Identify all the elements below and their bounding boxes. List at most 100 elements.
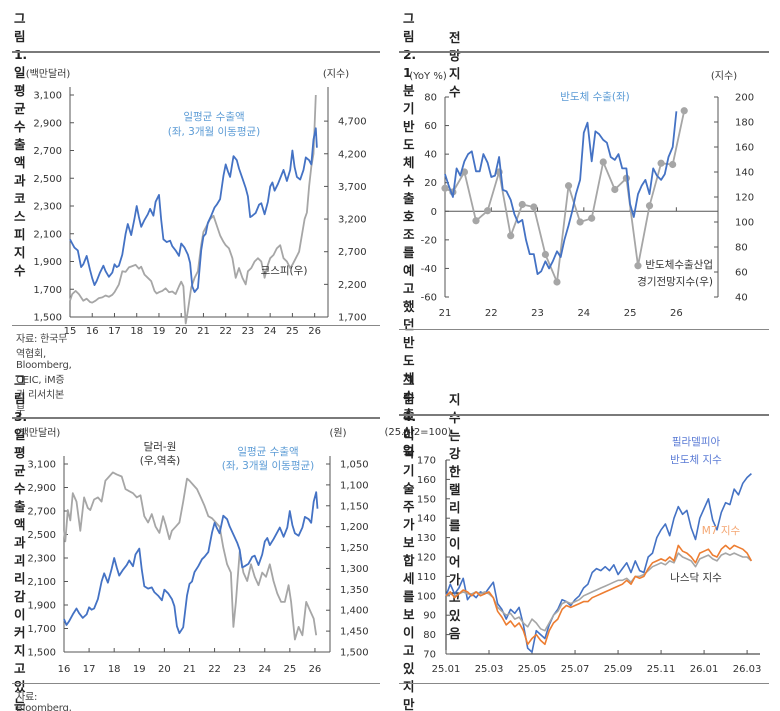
series-line [444,111,678,275]
figure-1-top-rule [12,51,380,53]
x-tick-label: 25.01 [432,664,461,675]
series-line [63,471,318,641]
y-left-tick-label: 90 [423,611,436,622]
y-right-tick-label: 3,200 [338,215,367,226]
y-left-tick-label: 2,300 [33,202,62,213]
y-left-tick-label: 1,500 [27,648,56,659]
figure-1-source: 자료: 한국무역협회, Bloomberg, CEIC, iM증권 리서치본부 [16,334,72,416]
chart-annotation: (우,역축) [140,455,181,467]
figure-4-bottom-rule [399,683,769,684]
y-right-tick-label: 100 [735,218,754,229]
y-left-tick-label: 2,500 [27,530,56,541]
x-tick-label: 26.01 [690,664,719,675]
series-코스피(우) [69,94,317,325]
x-tick-label: 18 [108,664,121,675]
y-left-tick-label: 40 [424,150,437,161]
y-left-tick-label: 2,100 [27,577,56,588]
series-일평균-수출액-(좌,-3개월-이동평균) [69,127,318,293]
y-left-tick-label: 130 [417,533,436,544]
x-tick-label: 25.05 [518,664,547,675]
y-axis-right-unit: (지수) [711,70,737,82]
y-left-tick-label: 3,100 [27,460,56,471]
series-반도체-수출(좌) [444,111,678,275]
x-tick-label: 24 [577,308,590,319]
y-left-tick-label: 1,700 [27,624,56,635]
y-left-tick-label: 100 [417,591,436,602]
x-tick-label: 15 [64,326,77,337]
x-tick-label: 22 [208,664,221,675]
x-tick-label: 21 [183,664,196,675]
series-line [69,94,317,325]
y-right-tick-label: 1,400 [340,606,369,617]
series-line [445,552,752,632]
y-left-tick-label: 80 [424,93,437,104]
y-axis-left-unit: (25.1.2=100) [384,427,451,438]
y-right-tick-label: 3,700 [338,182,367,193]
x-tick-label: 26 [309,664,322,675]
series-line [444,110,686,283]
series-나스닥-지수 [445,552,752,632]
axes [445,459,760,655]
x-tick-label: 26 [670,308,683,319]
series-일평균-수출액-(좌,-3개월-이동평균) [63,491,319,635]
chart-annotation: 반도체 지수 [670,454,722,466]
x-tick-label: 26.03 [733,664,762,675]
x-tick-label: 22 [485,308,498,319]
x-tick-label: 25.09 [604,664,633,675]
y-axis-right-unit: (지수) [323,68,349,80]
y-right-tick-label: 1,250 [340,543,369,554]
x-tick-label: 16 [86,326,99,337]
y-right-tick-label: 1,050 [340,460,369,471]
y-left-tick-label: 2,900 [27,483,56,494]
figure-1-bottom-rule [12,325,380,326]
y-axis-left-unit: (백만달러) [26,68,71,80]
x-tick-label: 25.07 [561,664,590,675]
x-tick-label: 25.11 [647,664,676,675]
figure-2-title-line1: 그림2. 1분기 반도체 수출 호조를 예고했던 반도체 수출산업 [403,11,416,458]
chart-annotation: 반도체 수출(좌) [560,91,630,103]
y-axis-left-unit: (백만달러) [16,427,61,439]
x-tick-label: 23 [233,664,246,675]
x-tick-label: 23 [242,326,255,337]
data-point [657,159,665,167]
chart-annotation: (좌, 3개월 이동평균) [168,126,261,138]
y-right-tick-label: 60 [735,268,748,279]
y-left-tick-label: 0 [431,207,437,218]
x-tick-label: 25 [624,308,637,319]
figure-1-title: 그림1. 일평균 수출액과 코스피 지수 [14,11,27,278]
y-right-tick-label: 2,700 [338,247,367,258]
x-tick-label: 23 [531,308,544,319]
y-left-tick-label: 2,500 [33,174,62,185]
y-right-tick-label: 2,200 [338,280,367,291]
x-tick-label: 24 [258,664,271,675]
data-point [541,250,550,259]
y-left-tick-label: 110 [417,572,436,583]
y-right-tick-label: 120 [735,193,754,204]
y-left-tick-label: 2,700 [33,146,62,157]
y-right-tick-label: 140 [735,168,754,179]
y-right-tick-label: 1,100 [340,480,369,491]
y-right-tick-label: 4,200 [338,149,367,160]
data-point [669,160,677,169]
figure-3-bottom-rule [12,683,380,684]
y-right-tick-label: 1,200 [340,522,369,533]
y-left-tick-label: 2,900 [33,118,62,129]
y-left-tick-label: 2,100 [33,229,62,240]
y-left-tick-label: 1,500 [33,313,62,324]
y-left-tick-label: 2,300 [27,554,56,565]
chart-annotation: 일평균 수출액 [183,110,244,123]
y-left-tick-label: 60 [424,121,437,132]
x-tick-label: 21 [439,308,452,319]
figure-4-top-rule [399,414,769,416]
y-left-tick-label: -60 [421,293,437,304]
data-point [553,278,561,286]
figure-2-title-line2: 전망지수 [449,30,461,99]
data-point [588,214,596,222]
x-tick-label: 20 [158,664,171,675]
series-line [63,491,319,635]
figure-4-title-line1: 그림4. 미국 기술주가 보합세를 보이고 있지만 필라델피아 반도체 [403,373,416,711]
data-point [680,107,688,115]
figure-2-bottom-rule [399,329,769,330]
y-left-tick-label: 160 [417,475,436,486]
y-left-tick-label: 1,700 [33,285,62,296]
